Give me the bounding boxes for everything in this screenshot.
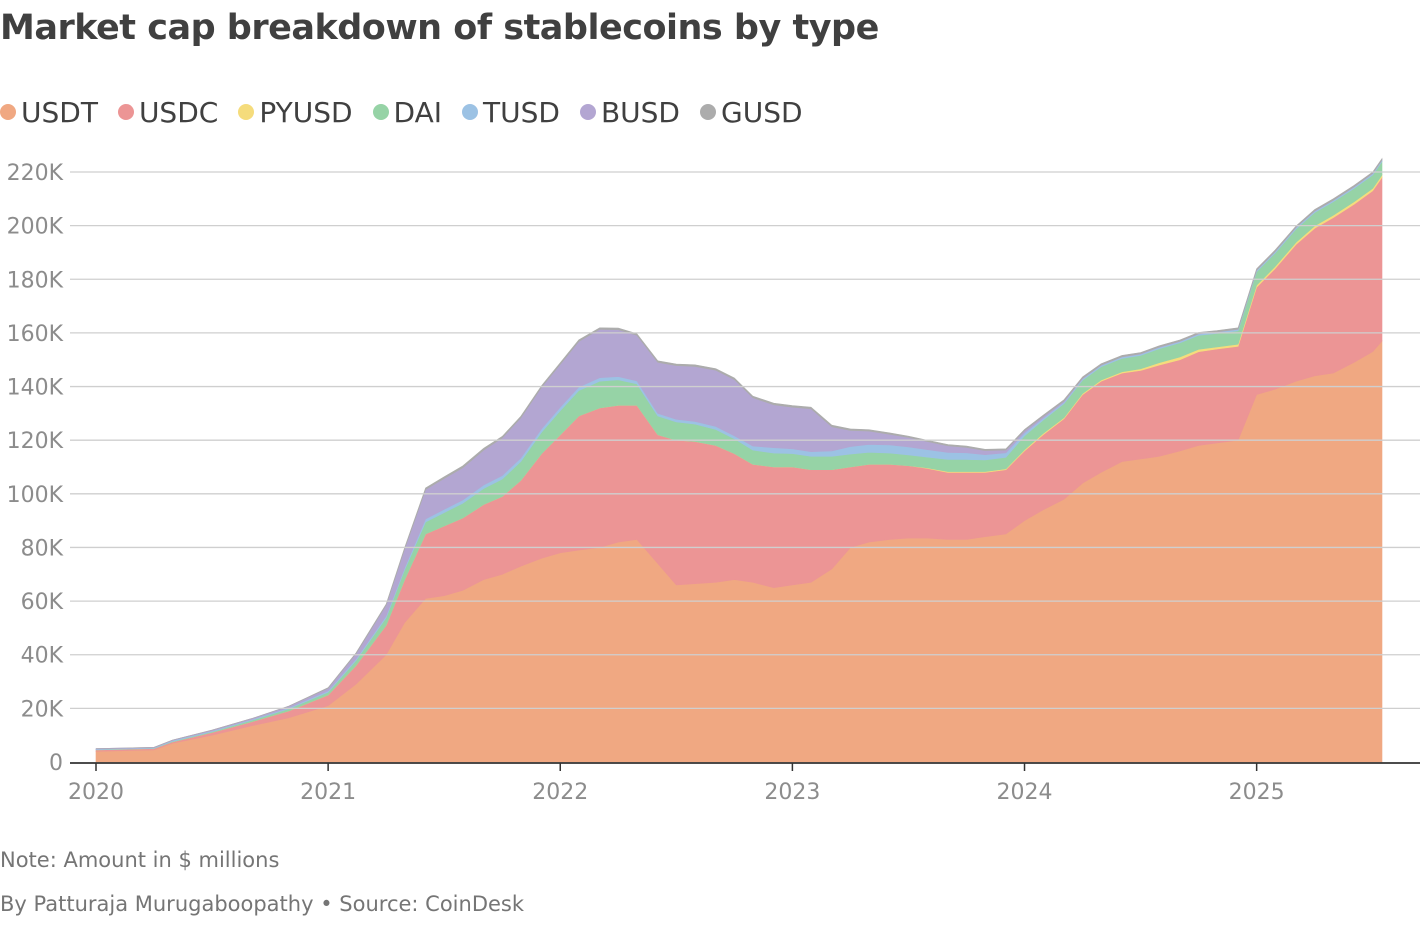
x-tick-label: 2021	[300, 780, 356, 805]
y-tick-label: 140K	[7, 376, 64, 401]
author-credit: By Patturaja Murugaboopathy	[0, 892, 314, 916]
area-series-group	[95, 157, 1383, 763]
legend-label: USDC	[138, 95, 219, 129]
legend-item-busd: BUSD	[579, 95, 680, 129]
legend-label: GUSD	[721, 95, 803, 129]
y-axis: 0 20K 40K 60K 80K 100K 120K 140K 160K 180K 200K 220…	[7, 161, 64, 776]
x-tick-label: 2023	[764, 780, 820, 805]
y-tick-label: 160K	[7, 322, 64, 347]
x-tick-label: 2022	[532, 780, 588, 805]
legend-swatch	[462, 104, 479, 120]
legend-label: USDT	[21, 95, 98, 129]
legend-swatch	[238, 104, 255, 120]
legend-swatch	[117, 104, 134, 120]
legend-swatch	[700, 104, 716, 120]
y-tick-label: 80K	[21, 536, 64, 561]
legend-item-gusd: GUSD	[700, 96, 803, 129]
legend-label: BUSD	[600, 95, 680, 129]
x-axis: 2020 2021 2022 2023 2024 2025	[68, 762, 1420, 805]
chart-title: Market cap breakdown of stablecoins by t…	[0, 8, 879, 48]
legend-item-tusd: TUSD	[462, 96, 560, 129]
y-tick-label: 20K	[21, 697, 64, 722]
byline-row: By Patturaja Murugaboopathy • Source: Co…	[0, 892, 524, 916]
stacked-area-chart: 0 20K 40K 60K 80K 100K 120K 140K 160K 180K 200K 220…	[7, 157, 1420, 805]
y-tick-label: 220K	[7, 161, 64, 186]
area-gusd	[95, 157, 1383, 749]
y-tick-label: 200K	[7, 215, 64, 240]
x-tick-label: 2025	[1229, 780, 1285, 805]
legend-label: TUSD	[483, 95, 560, 129]
legend-label: PYUSD	[259, 95, 353, 129]
y-tick-label: 60K	[21, 590, 64, 615]
y-tick-label: 120K	[7, 429, 64, 454]
y-tick-label: 40K	[21, 644, 64, 669]
x-tick-label: 2024	[997, 780, 1053, 805]
x-tick-label: 2020	[68, 780, 124, 805]
legend-swatch	[372, 104, 389, 120]
y-tick-label: 180K	[7, 268, 64, 293]
legend-item-pyusd: PYUSD	[238, 95, 353, 129]
source-credit: • Source: CoinDesk	[320, 892, 525, 916]
gridlines	[70, 171, 1420, 710]
legend: USDT USDC PYUSD DAI TUSD BUSD GUSD	[0, 92, 823, 132]
y-tick-label: 100K	[7, 483, 64, 508]
legend-swatch	[0, 104, 16, 120]
legend-label: DAI	[393, 95, 443, 129]
legend-item-dai: DAI	[372, 95, 443, 129]
y-tick-label: 0	[49, 751, 63, 776]
legend-item-usdt: USDT	[0, 96, 98, 129]
footnote: Note: Amount in $ millions	[0, 848, 280, 872]
legend-swatch	[579, 104, 596, 120]
legend-item-usdc: USDC	[117, 95, 219, 129]
